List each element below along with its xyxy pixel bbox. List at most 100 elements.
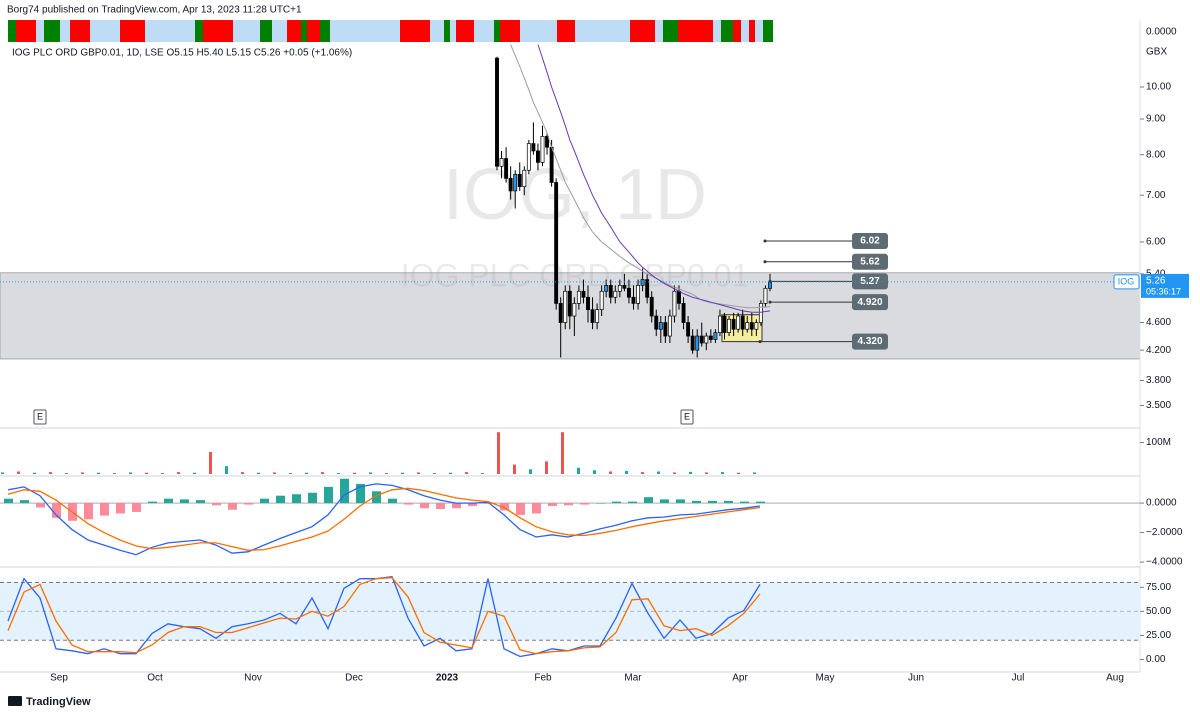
histogram-bar — [548, 503, 557, 507]
histogram-bar — [180, 499, 189, 504]
volume-bar — [129, 472, 132, 474]
volume-bar — [113, 473, 116, 474]
y-tick-label: −2.0000 — [1146, 527, 1183, 538]
strip-segment — [678, 20, 713, 42]
candle-body — [508, 178, 513, 192]
histogram-bar — [132, 503, 141, 512]
histogram-bar — [740, 501, 749, 504]
candle-body — [667, 315, 672, 337]
macd-line — [7, 483, 761, 556]
volume-bar — [577, 467, 580, 474]
volume-bar — [753, 472, 756, 474]
x-tick-label: Jun — [908, 673, 924, 684]
candle-body — [677, 290, 681, 304]
histogram-bar — [260, 498, 269, 504]
candle-body — [749, 322, 754, 330]
candle-body — [695, 335, 700, 351]
y-tick-label: 3.500 — [1146, 400, 1171, 411]
candle-body — [686, 322, 691, 337]
volume-bar — [321, 472, 324, 474]
strip-segment — [260, 20, 272, 42]
candle-body — [567, 290, 572, 317]
histogram-bar — [340, 478, 349, 504]
histogram-bar — [468, 503, 477, 507]
candle-body — [604, 285, 609, 292]
volume-bar — [209, 452, 212, 474]
level-tag — [852, 232, 888, 249]
candle-body — [554, 182, 559, 304]
strip-segment — [203, 20, 233, 42]
x-tick-label: Feb — [534, 673, 552, 684]
strip-segment — [500, 20, 520, 42]
macd-line — [7, 487, 761, 551]
histogram-bar — [52, 503, 61, 518]
histogram-bar — [724, 500, 733, 504]
candle-body — [517, 173, 522, 188]
candle-body — [768, 281, 772, 289]
volume-bar — [273, 472, 276, 474]
candle-body — [499, 158, 504, 167]
x-tick-label: Oct — [147, 673, 163, 684]
candle-body — [526, 143, 531, 171]
volume-bar — [673, 472, 676, 474]
y-tick-label: 75.00 — [1146, 582, 1171, 593]
volume-bar — [449, 472, 452, 474]
event-label: E — [684, 411, 690, 421]
histogram-bar — [660, 499, 669, 504]
y-tick-label: 50.00 — [1146, 606, 1171, 617]
strip-segment — [8, 20, 16, 42]
level-tag — [852, 253, 888, 270]
strip-segment — [272, 20, 287, 42]
candle-body — [513, 173, 518, 192]
x-tick-label: Mar — [624, 673, 642, 684]
candle-body — [608, 285, 613, 298]
strip-segment — [721, 20, 733, 42]
strip-segment — [400, 20, 430, 42]
histogram-bar — [420, 503, 429, 509]
candle-body — [613, 290, 618, 298]
strip-segment — [330, 20, 400, 42]
header: Borg74 published on TradingView.com, Apr… — [7, 5, 302, 16]
volume-bar — [33, 472, 36, 474]
candle-body — [581, 290, 586, 298]
histogram-bar — [228, 503, 237, 510]
candle-body — [713, 332, 718, 340]
y-tick-label: 4.200 — [1146, 345, 1171, 356]
volume-bar — [161, 473, 164, 474]
volume-bar — [401, 472, 404, 474]
candle-body — [504, 158, 509, 179]
strip-segment — [60, 20, 70, 42]
histogram-bar — [292, 494, 301, 504]
volume-bar — [641, 472, 644, 474]
histogram-bar — [708, 500, 717, 504]
volume-bar — [593, 470, 596, 474]
y-tick-label: 10.00 — [1146, 82, 1171, 93]
candle-body — [763, 287, 768, 304]
volume-bar — [481, 473, 484, 474]
candle-body — [535, 150, 540, 163]
strip-segment — [301, 20, 307, 42]
strip-segment — [520, 20, 557, 42]
level-tag — [852, 273, 888, 290]
candle-body — [599, 290, 604, 310]
symbol-tag — [1113, 274, 1140, 290]
x-tick-label: Sep — [50, 673, 68, 684]
candle-body — [740, 315, 745, 330]
moving-average — [510, 44, 771, 309]
candle-body — [654, 315, 659, 330]
candle-body — [495, 57, 499, 167]
candle-body — [649, 296, 654, 317]
level-tag — [852, 333, 888, 350]
volume-bar — [529, 469, 532, 474]
level-label: 6.02 — [860, 236, 880, 247]
volume-bar — [193, 472, 196, 474]
candle-body — [727, 318, 732, 333]
histogram-bar — [452, 503, 461, 509]
event-marker — [33, 409, 47, 425]
histogram-bar — [692, 500, 701, 504]
histogram-bar — [196, 500, 205, 504]
strip-segment — [749, 20, 755, 42]
volume-bar — [625, 470, 628, 474]
axis-unit: GBX — [1146, 47, 1167, 58]
candle-body — [745, 322, 750, 330]
